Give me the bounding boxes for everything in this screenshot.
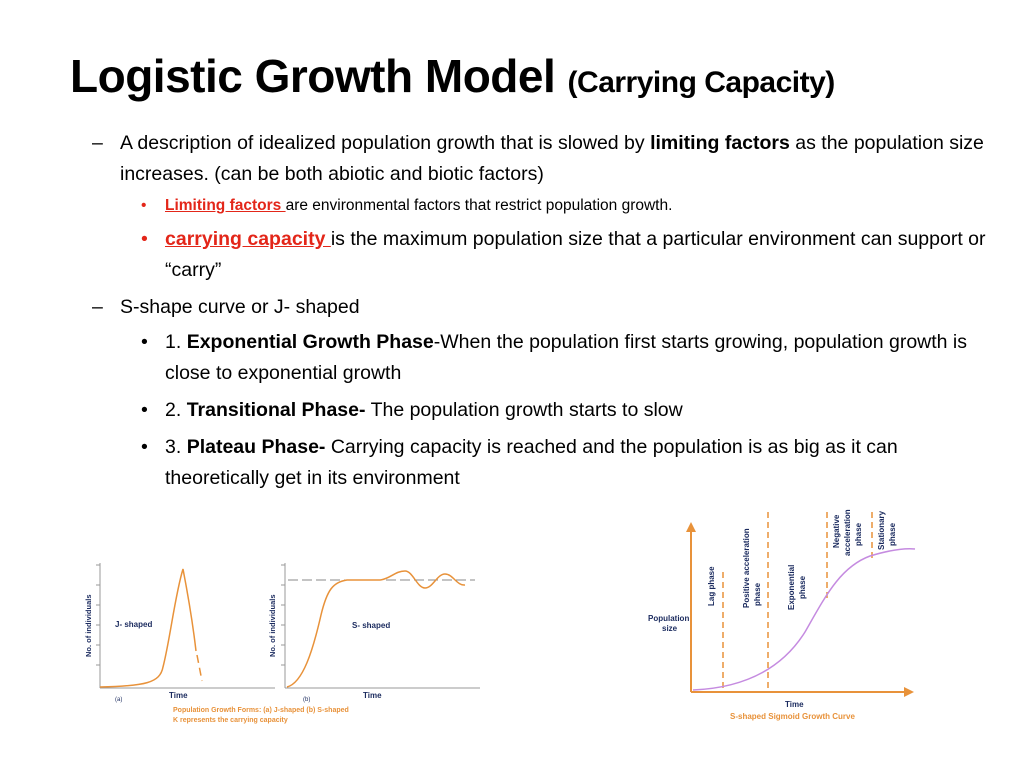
bullet-text: as the population size increases. (can b… — [120, 132, 984, 185]
label-j-shaped: J- shaped — [115, 620, 152, 629]
dot-marker: • — [141, 331, 148, 353]
dot-marker: • — [141, 228, 148, 250]
phase-positive-2: phase — [753, 582, 762, 606]
bullet-bold: limiting factors — [650, 132, 790, 154]
dot-marker: • — [141, 197, 147, 214]
term-carrying-capacity: carrying capacity — [165, 228, 331, 250]
bullet-text: A description of idealized population gr… — [120, 132, 651, 154]
panel-b-label: (b) — [303, 697, 310, 703]
bullet-number: 3. — [165, 436, 187, 458]
figure-caption-1: Population Growth Forms: (a) J-shaped (b… — [173, 707, 349, 714]
bullet-limiting-factors: • Limiting factors are environmental fac… — [92, 194, 992, 218]
bullet-curve-shape: – S-shape curve or J- shaped — [92, 292, 992, 323]
bullet-number: 1. — [165, 331, 187, 353]
j-curve — [99, 568, 197, 688]
bullet-text: are environmental factors that restrict … — [285, 197, 673, 214]
y-ticks-a — [96, 564, 100, 666]
dash-marker: – — [92, 132, 103, 154]
phase-positive-1: Positive acceleration — [742, 528, 751, 608]
bullet-text: Carrying capacity is reached and the pop… — [165, 436, 898, 489]
dot-marker: • — [141, 436, 148, 458]
ylabel-size: size — [662, 624, 678, 633]
growth-forms-figure: No. of individuals J- shaped Time (a) No… — [84, 563, 480, 724]
panel-a-label: (a) — [115, 697, 122, 703]
ylabel-a: No. of individuals — [84, 594, 93, 657]
bullet-phase-2: • 2. Transitional Phase- The population … — [92, 395, 992, 426]
dot-marker: • — [141, 399, 148, 421]
title-main: Logistic Growth Model — [70, 50, 556, 102]
sigmoid-curve — [692, 548, 916, 691]
bullet-carrying-capacity: • carrying capacity is the maximum popul… — [92, 224, 992, 286]
label-s-shaped: S- shaped — [352, 621, 390, 630]
title-subtitle: (Carrying Capacity) — [567, 66, 836, 99]
sigmoid-figure: Population size Lag phase Positive accel… — [648, 509, 916, 721]
xlabel-a: Time — [169, 691, 188, 700]
phase-exponential-2: phase — [798, 575, 807, 599]
s-curve — [286, 570, 466, 688]
phase-stationary-2: phase — [888, 522, 897, 546]
sigmoid-caption: S-shaped Sigmoid Growth Curve — [730, 712, 855, 721]
y-ticks-b — [281, 564, 285, 666]
phase-negative-3: phase — [854, 522, 863, 546]
bullet-bold: Transitional Phase- — [186, 399, 366, 421]
phase-dividers — [722, 512, 873, 690]
ylabel-population: Population — [648, 614, 689, 623]
phase-negative-1: Negative — [832, 514, 841, 548]
xlabel-b: Time — [363, 691, 382, 700]
phase-negative-2: acceleration — [843, 509, 852, 556]
phase-exponential-1: Exponential — [787, 565, 796, 610]
j-crash-dash — [196, 654, 203, 682]
bullet-text: S-shape curve or J- shaped — [120, 296, 360, 318]
phase-stationary-1: Stationary — [877, 510, 886, 550]
bullet-text: -When the population first starts growin… — [165, 331, 968, 384]
ylabel-b: No. of individuals — [268, 594, 277, 657]
bullet-bold: Plateau Phase- — [186, 436, 326, 458]
bullet-number: 2. — [165, 399, 187, 421]
bullet-text: is the maximum population size that a pa… — [165, 228, 986, 281]
bullet-description: – A description of idealized population … — [92, 128, 992, 190]
phase-lag: Lag phase — [707, 566, 716, 606]
slide-title: Logistic Growth Model (Carrying Capacity… — [70, 48, 835, 111]
dash-marker: – — [92, 296, 103, 318]
xlabel-time: Time — [785, 700, 804, 709]
term-limiting-factors: Limiting factors — [165, 197, 286, 214]
figure-caption-2: K represents the carrying capacity — [173, 717, 288, 724]
bullet-bold: Exponential Growth Phase — [186, 331, 434, 353]
x-arrowhead — [904, 687, 914, 697]
bullet-phase-1: • 1. Exponential Growth Phase-When the p… — [92, 327, 992, 389]
bullet-phase-3: • 3. Plateau Phase- Carrying capacity is… — [92, 432, 992, 494]
bullet-list: – A description of idealized population … — [92, 128, 992, 500]
y-arrowhead — [686, 522, 696, 532]
bullet-text: The population growth starts to slow — [365, 399, 683, 421]
